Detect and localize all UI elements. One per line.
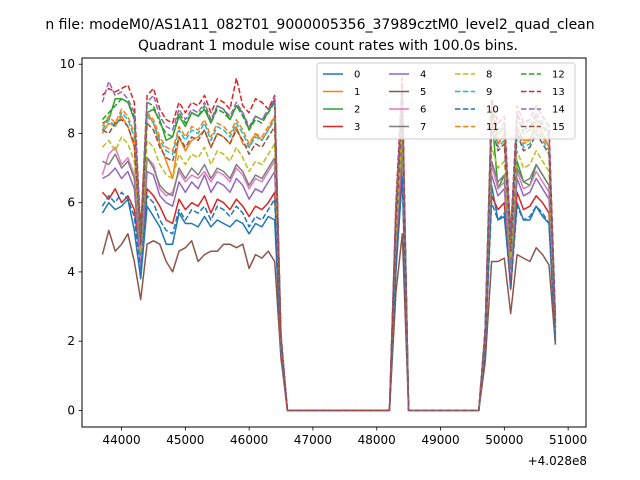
axes-frame xyxy=(81,57,587,428)
x-tick-label: 46000 xyxy=(230,433,268,447)
legend-label-3: 3 xyxy=(354,122,360,133)
legend-label-2: 2 xyxy=(354,105,360,116)
chart-title: Quadrant 1 module wise count rates with … xyxy=(138,38,518,54)
axis-ticks: 44000 45000 46000 47000 48000 49000 50000 51000… xyxy=(60,57,588,447)
legend-label-4: 4 xyxy=(420,70,426,81)
series-line-15 xyxy=(102,108,557,412)
x-tick-label: 50000 xyxy=(485,433,523,447)
y-tick-label: 4 xyxy=(67,265,75,279)
x-tick-label: 49000 xyxy=(421,433,459,447)
legend-box xyxy=(316,62,576,140)
legend-label-13: 13 xyxy=(552,87,565,98)
y-tick-label: 6 xyxy=(67,196,75,210)
legend-label-6: 6 xyxy=(420,105,426,116)
y-tick-label: 2 xyxy=(67,334,75,348)
x-tick-label: 47000 xyxy=(294,433,332,447)
legend-label-14: 14 xyxy=(552,105,565,116)
x-tick-label: 44000 xyxy=(102,433,140,447)
legend-label-8: 8 xyxy=(486,70,492,81)
legend-label-11: 11 xyxy=(486,122,499,133)
legend-label-1: 1 xyxy=(354,87,360,98)
y-tick-label: 8 xyxy=(67,126,75,140)
x-tick-label: 48000 xyxy=(358,433,396,447)
legend-label-12: 12 xyxy=(552,70,565,81)
y-tick-label: 0 xyxy=(67,403,75,417)
x-offset-label: +4.028e8 xyxy=(528,454,587,468)
legend-label-5: 5 xyxy=(420,87,426,98)
legend-label-9: 9 xyxy=(486,87,492,98)
plot-area xyxy=(101,77,557,412)
y-tick-label: 10 xyxy=(60,57,75,71)
legend-label-15: 15 xyxy=(552,122,565,133)
x-tick-label: 51000 xyxy=(549,433,587,447)
x-tick-label: 45000 xyxy=(166,433,204,447)
legend-label-7: 7 xyxy=(420,122,426,133)
figure-title: n file: modeM0/AS1A11_082T01_9000005356_… xyxy=(45,17,594,33)
legend-label-0: 0 xyxy=(354,70,360,81)
legend-label-10: 10 xyxy=(486,105,499,116)
series-line-8 xyxy=(101,125,557,412)
series-line-10 xyxy=(101,177,557,412)
